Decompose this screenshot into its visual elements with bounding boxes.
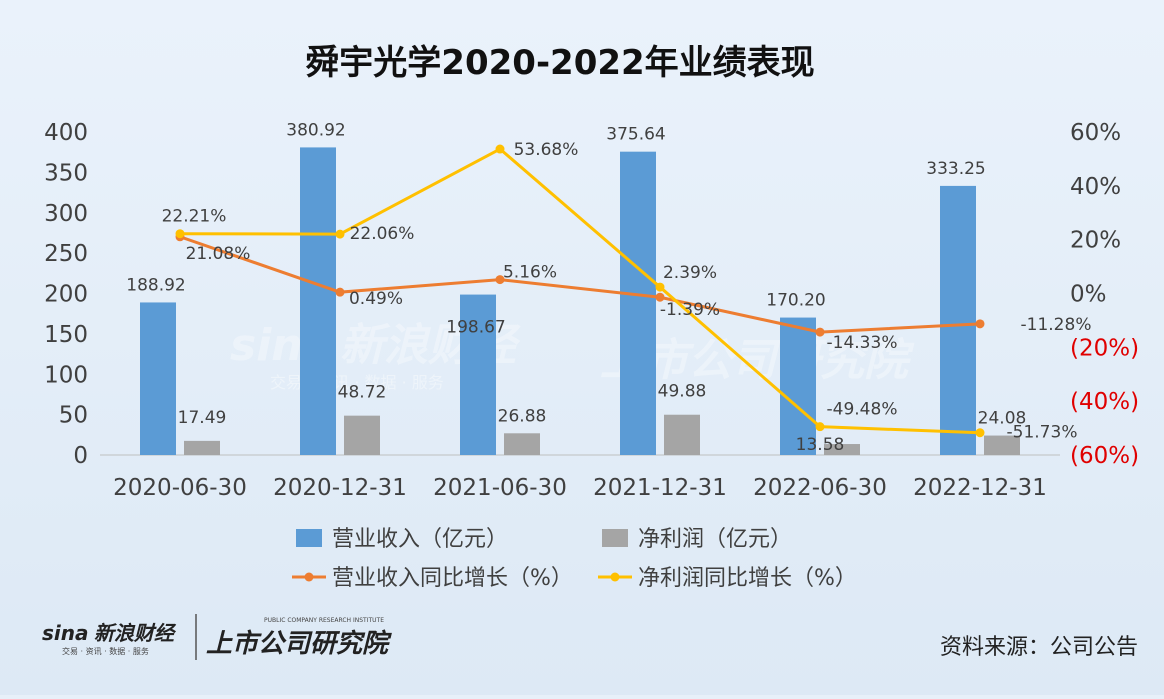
profit-bar [504, 433, 540, 455]
data-labels: 188.92 380.92 198.67 375.64 170.20 333.25 17.4… [126, 120, 1091, 455]
profit-data-label: 49.88 [658, 382, 707, 402]
right-axis-tick: (40%) [1070, 389, 1139, 415]
right-axis-tick: (60%) [1070, 443, 1139, 469]
revenue-growth-data-label: -1.39% [660, 300, 720, 320]
right-axis-tick: 0% [1070, 282, 1107, 308]
revenue-data-label: 380.92 [286, 120, 345, 140]
profit-bar [344, 415, 380, 455]
revenue-growth-point [495, 275, 505, 285]
profit-growth-point [655, 282, 665, 292]
category-tick: 2022-06-30 [753, 475, 887, 501]
legend-swatch [296, 529, 322, 547]
legend: 营业收入（亿元） 净利润（亿元） 营业收入同比增长（%） 净利润同比增长（%） [292, 527, 857, 591]
profit-data-label: 24.08 [978, 409, 1027, 429]
legend-label: 净利润同比增长（%） [638, 566, 857, 591]
revenue-bar [940, 185, 976, 455]
profit-growth-point [175, 229, 185, 239]
footer-brand-column: PUBLIC COMPANY RESEARCH INSTITUTE 上市公司研究… [206, 617, 392, 659]
profit-bar [984, 435, 1020, 455]
revenue-growth-data-label: -11.28% [1021, 315, 1092, 335]
profit-growth-line [179, 147, 981, 435]
left-axis-tick: 350 [44, 160, 88, 186]
revenue-growth-data-label: 21.08% [186, 244, 251, 264]
lines [175, 144, 985, 438]
profit-growth-point [815, 422, 825, 432]
revenue-growth-data-label: 5.16% [503, 263, 557, 283]
category-tick: 2020-12-31 [273, 475, 407, 501]
category-tick: 2020-06-30 [113, 475, 247, 501]
profit-data-label: 48.72 [338, 383, 387, 403]
profit-bar [184, 440, 220, 455]
right-axis-tick: 60% [1070, 120, 1121, 146]
revenue-growth-point [335, 287, 345, 297]
revenue-bar [300, 147, 336, 455]
left-axis-tick: 200 [44, 282, 88, 308]
legend-swatch [602, 529, 628, 547]
left-axis-tick: 300 [44, 201, 88, 227]
profit-bar [664, 414, 700, 455]
left-axis-tick: 150 [44, 322, 88, 348]
profit-growth-point [495, 144, 505, 154]
category-tick: 2022-12-31 [913, 475, 1047, 501]
revenue-growth-line [179, 235, 981, 334]
profit-data-label: 26.88 [498, 406, 547, 426]
right-axis-tick: 20% [1070, 228, 1121, 254]
profit-data-label: 13.58 [796, 435, 845, 455]
profit-growth-point [975, 428, 985, 438]
revenue-growth-point [815, 327, 825, 337]
revenue-growth-point [975, 319, 985, 329]
profit-growth-data-label: 22.21% [162, 207, 227, 227]
legend-label: 净利润（亿元） [638, 527, 792, 552]
bars [140, 147, 1020, 455]
profit-bar [824, 444, 860, 455]
revenue-growth-data-label: 0.49% [349, 289, 403, 309]
profit-growth-data-label: -49.48% [827, 400, 898, 420]
legend-swatch-point [610, 572, 620, 582]
category-tick: 2021-06-30 [433, 475, 567, 501]
left-axis-tick: 250 [44, 241, 88, 267]
left-axis-tick: 100 [44, 362, 88, 388]
revenue-growth-data-label: -14.33% [827, 333, 898, 353]
revenue-data-label: 333.25 [926, 159, 985, 179]
profit-growth-data-label: -51.73% [1007, 423, 1078, 443]
left-axis-tick: 400 [44, 120, 88, 146]
footer-brand-sina: sina 新浪财经 交易 · 资讯 · 数据 · 服务 [42, 621, 177, 656]
chart-title: 舜宇光学2020-2022年业绩表现 [305, 43, 814, 83]
legend-label: 营业收入（亿元） [332, 527, 508, 552]
revenue-bar [140, 302, 176, 455]
column-sub-text: PUBLIC COMPANY RESEARCH INSTITUTE [264, 617, 384, 624]
revenue-bar [460, 294, 496, 455]
profit-growth-data-label: 22.06% [350, 224, 415, 244]
left-axis-tick: 50 [59, 403, 88, 429]
column-name-text: 上市公司研究院 [206, 629, 392, 659]
profit-data-label: 17.49 [178, 408, 227, 428]
legend-swatch-point [304, 572, 314, 582]
revenue-data-label: 188.92 [126, 275, 185, 295]
profit-growth-point [335, 229, 345, 239]
revenue-data-label: 375.64 [606, 125, 665, 145]
right-axis-tick: 40% [1070, 174, 1121, 200]
category-tick: 2021-12-31 [593, 475, 727, 501]
right-axis-tick: (20%) [1070, 335, 1139, 361]
revenue-bar [620, 151, 656, 455]
revenue-bar [780, 317, 816, 455]
left-axis-tick: 0 [73, 443, 88, 469]
revenue-data-label: 198.67 [446, 318, 505, 338]
revenue-data-label: 170.20 [766, 291, 825, 311]
sina-sub-text: 交易 · 资讯 · 数据 · 服务 [62, 646, 149, 656]
revenue-growth-point [655, 292, 665, 302]
sina-logo-text: sina [42, 621, 89, 645]
source-text: 资料来源：公司公告 [940, 635, 1138, 660]
legend-label: 营业收入同比增长（%） [332, 566, 573, 591]
axes: 0 50 100 150 200 250 300 350 400 (60%) (40%) (20%) 0… [44, 120, 1139, 501]
sina-name-text: 新浪财经 [94, 621, 177, 645]
profit-growth-data-label: 2.39% [663, 263, 717, 283]
profit-growth-data-label: 53.68% [514, 140, 579, 160]
